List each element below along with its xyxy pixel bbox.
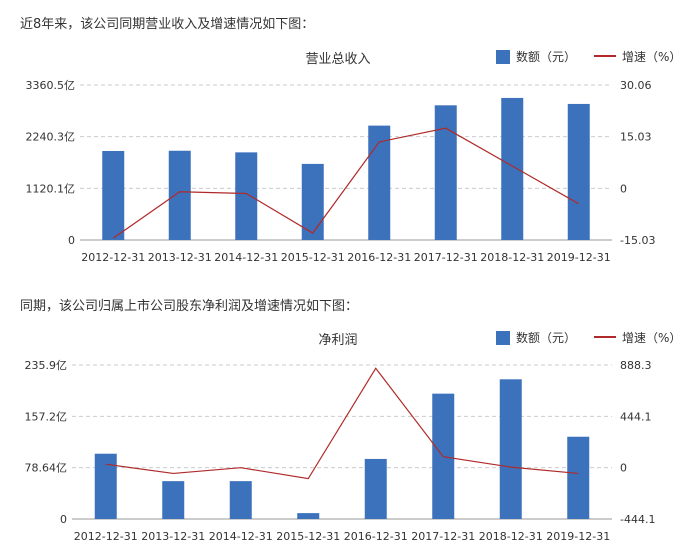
y-tick-label-right: 888.3	[620, 359, 652, 372]
bar	[297, 513, 320, 519]
x-tick-label: 2014-12-31	[209, 530, 273, 543]
y-tick-label-right: -15.03	[620, 234, 655, 247]
growth-line	[105, 367, 579, 480]
y-tick-label-right: 0	[620, 182, 627, 195]
x-tick-label: 2013-12-31	[148, 251, 212, 264]
legend-swatch-line	[594, 336, 617, 338]
legend-swatch-line	[594, 55, 617, 57]
legend-label-growth: 增速（%）	[622, 50, 681, 64]
x-tick-label: 2014-12-31	[214, 251, 278, 264]
intro-text-revenue: 近8年来，该公司同期营业收入及增速情况如下图：	[20, 17, 315, 32]
legend-label-growth: 增速（%）	[622, 331, 681, 345]
y-tick-label-left: 235.9亿	[25, 359, 68, 372]
y-tick-label-right: 444.1	[620, 410, 652, 423]
bar	[162, 481, 185, 519]
bar	[229, 481, 252, 519]
bar	[434, 105, 457, 240]
x-tick-label: 2016-12-31	[347, 251, 411, 264]
growth-line	[112, 127, 580, 239]
legend-label-amount: 数额（元）	[516, 50, 577, 64]
x-tick-label: 2017-12-31	[414, 251, 478, 264]
bar	[102, 150, 125, 240]
y-tick-label-left: 3360.5亿	[26, 79, 76, 92]
x-tick-label: 2019-12-31	[547, 251, 611, 264]
x-tick-label: 2012-12-31	[81, 251, 145, 264]
bar	[364, 458, 387, 519]
y-tick-label-right: -444.1	[620, 513, 655, 526]
intro-text-profit: 同期，该公司归属上市公司股东净利润及增速情况如下图：	[20, 299, 359, 314]
bar	[368, 125, 391, 240]
bar	[168, 150, 191, 240]
legend-revenue: 数额（元） 增速（%）	[496, 48, 681, 65]
y-tick-label-left: 0	[60, 513, 67, 526]
legend-label-amount: 数额（元）	[516, 331, 577, 345]
y-tick-label-right: 30.06	[620, 79, 652, 92]
x-tick-label: 2016-12-31	[344, 530, 408, 543]
bar	[235, 152, 258, 240]
x-tick-label: 2019-12-31	[546, 530, 610, 543]
chart-title-revenue: 营业总收入	[305, 52, 371, 67]
legend-swatch-bar	[496, 331, 510, 345]
y-tick-label-left: 2240.3亿	[26, 131, 76, 144]
legend-swatch-bar	[496, 50, 510, 64]
x-tick-label: 2015-12-31	[281, 251, 345, 264]
bar	[501, 97, 524, 240]
x-tick-label: 2012-12-31	[74, 530, 138, 543]
bar	[499, 379, 522, 519]
x-tick-label: 2013-12-31	[141, 530, 205, 543]
y-tick-label-left: 1120.1亿	[26, 182, 76, 195]
bar	[567, 436, 590, 519]
bar	[94, 453, 117, 519]
x-tick-label: 2018-12-31	[480, 251, 544, 264]
bar	[301, 163, 324, 240]
x-tick-label: 2015-12-31	[276, 530, 340, 543]
y-tick-label-left: 78.64亿	[25, 462, 68, 475]
chart-title-profit: 净利润	[318, 333, 358, 348]
x-tick-label: 2018-12-31	[479, 530, 543, 543]
y-tick-label-right: 0	[620, 462, 627, 475]
y-tick-label-left: 157.2亿	[25, 410, 68, 423]
x-tick-label: 2017-12-31	[411, 530, 475, 543]
y-tick-label-left: 0	[68, 234, 75, 247]
bar	[567, 103, 590, 241]
legend-profit: 数额（元） 增速（%）	[496, 329, 681, 346]
y-tick-label-right: 15.03	[620, 131, 652, 144]
